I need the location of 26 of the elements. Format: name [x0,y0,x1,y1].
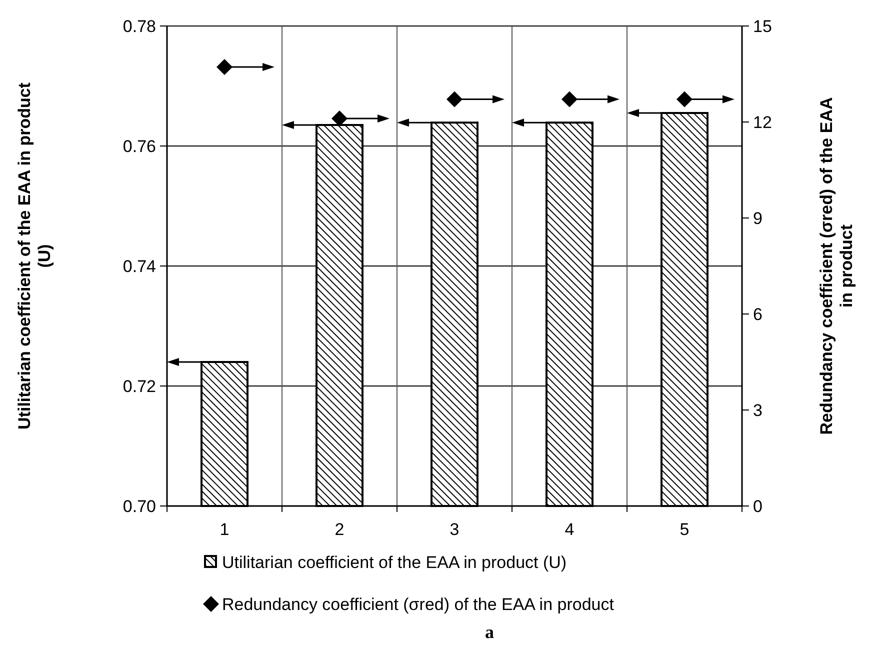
x-tick-label: 1 [220,520,230,539]
x-tick-label: 3 [450,520,460,539]
y2-tick-label: 9 [753,208,762,228]
y2-axis-title: Redundancy coefficient (σred) of the EAA in product [816,97,856,435]
y-tick-label: 0.70 [122,496,156,516]
y-tick-label: 0.78 [122,16,156,36]
x-tick-label: 2 [334,520,344,539]
point [676,91,692,108]
y2-tick-label: 15 [753,16,772,36]
point [562,91,578,108]
y-tick-label: 0.76 [122,136,156,156]
legend-label: Redundancy coefficient (σred) of the EAA in product [222,594,614,614]
y2-tick-label: 6 [753,304,762,324]
point [216,58,232,75]
y2-tick-label: 3 [753,400,762,420]
y2-tick-label: 12 [753,112,772,132]
text: a [485,622,494,642]
y-tick-label: 0.74 [122,256,156,276]
x-tick-label: 4 [564,520,574,539]
y-tick-label: 0.72 [122,376,156,396]
point [332,110,348,126]
point [446,91,462,108]
y2-tick-label: 0 [753,496,762,516]
x-tick-label: 5 [680,520,690,539]
y-axis-title: Utilitarian coefficient of the EAA in product (U) [14,82,54,430]
legend-label: Utilitarian coefficient of the EAA in product (U) [222,552,567,572]
